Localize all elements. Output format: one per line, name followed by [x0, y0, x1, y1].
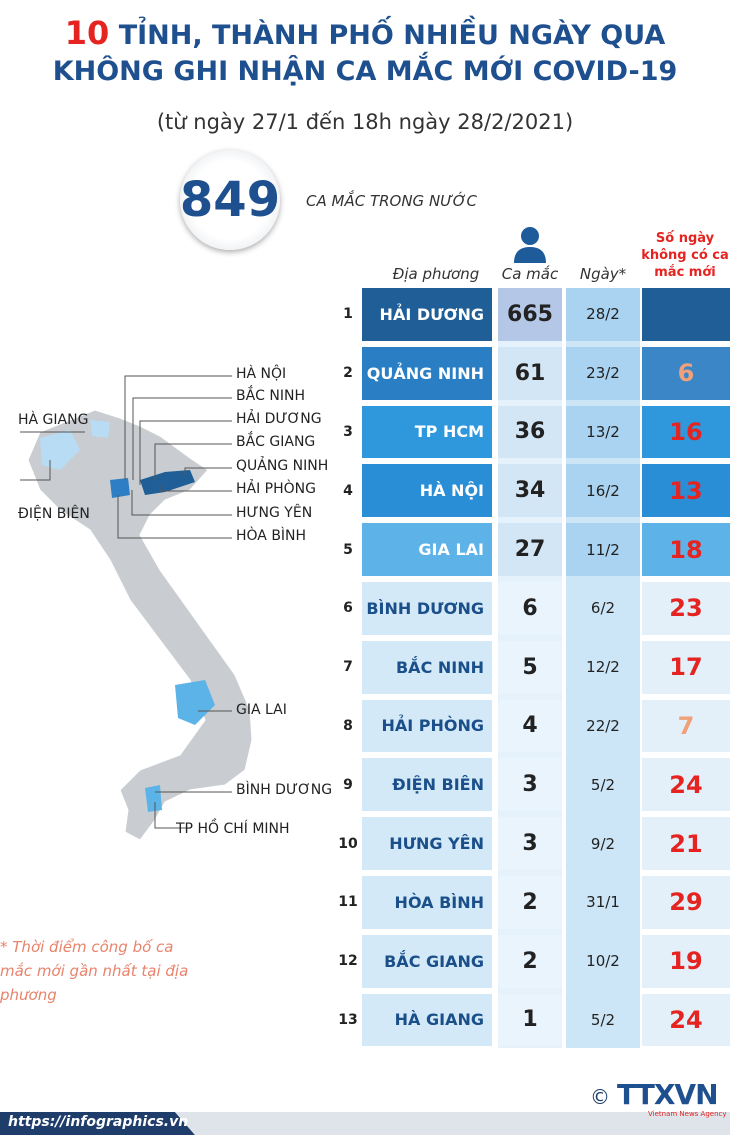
map-label: HẢI PHÒNG [236, 481, 316, 497]
subtitle: (từ ngày 27/1 đến 18h ngày 28/2/2021) [156, 110, 574, 134]
cases: 3 [498, 817, 562, 870]
province: ĐIỆN BIÊN [362, 758, 492, 812]
rank: 6 [343, 600, 353, 617]
province: GIA LAI [362, 523, 492, 576]
map-label: TP HỒ CHÍ MINH [176, 821, 290, 837]
days: 13 [642, 464, 730, 518]
summary-label: CA MẮC TRONG NƯỚC [306, 192, 477, 210]
summary-count: 849 [180, 150, 280, 250]
rank: 8 [343, 717, 353, 734]
rank: 1 [343, 306, 353, 323]
date: 6/2 [566, 582, 640, 635]
cases: 4 [498, 699, 562, 753]
rank: 2 [343, 365, 353, 382]
days: 29 [642, 876, 730, 929]
days: 21 [642, 817, 730, 870]
column-header: Địa phương [392, 265, 480, 283]
days: 24 [642, 758, 730, 812]
footer-band [0, 1112, 730, 1135]
rank: 9 [343, 776, 353, 793]
province: HƯNG YÊN [362, 817, 492, 870]
province: HÀ GIANG [362, 993, 492, 1047]
province: QUẢNG NINH [362, 346, 492, 400]
rank: 4 [343, 482, 353, 499]
date: 23/2 [566, 346, 640, 400]
title-number: 10 [64, 14, 110, 52]
column-header: Số ngày không có ca mắc mới [641, 231, 729, 280]
days: 24 [642, 993, 730, 1047]
footer-url: https://infographics.vn [8, 1114, 189, 1130]
rank: 12 [338, 953, 358, 970]
rank: 13 [338, 1011, 358, 1028]
cases: 665 [498, 288, 562, 341]
rank: 7 [343, 659, 353, 676]
title-text: TỈNH, THÀNH PHỐ NHIỀU NGÀY QUA [118, 20, 666, 51]
date: 9/2 [566, 817, 640, 870]
province: HẢI DƯƠNG [362, 288, 492, 341]
cases: 5 [498, 640, 562, 694]
days: 7 [642, 699, 730, 753]
agency: Vietnam News Agency [648, 1110, 727, 1118]
copyright: © [590, 1085, 610, 1109]
date: 31/1 [566, 876, 640, 929]
cases: 1 [498, 993, 562, 1047]
cases: 34 [498, 464, 562, 518]
days: 23 [642, 582, 730, 635]
date: 5/2 [566, 993, 640, 1047]
cases: 61 [498, 346, 562, 400]
map-label: HÀ GIANG [18, 412, 89, 428]
cases: 6 [498, 582, 562, 635]
person-icon [514, 227, 546, 263]
days: 6 [642, 346, 730, 400]
province: BẮC NINH [362, 640, 492, 694]
cases: 3 [498, 758, 562, 812]
column-header: Ngày* [579, 265, 627, 283]
province: BÌNH DƯƠNG [362, 582, 492, 635]
map-label: ĐIỆN BIÊN [18, 506, 90, 522]
map-label: GIA LAI [236, 702, 287, 718]
date: 28/2 [566, 288, 640, 341]
map-label: HÒA BÌNH [236, 528, 307, 544]
cases: 2 [498, 934, 562, 988]
map-label: HÀ NỘI [236, 366, 287, 382]
map-label: QUẢNG NINH [236, 458, 329, 474]
map-label: BẮC GIANG [236, 434, 316, 450]
province: HẢI PHÒNG [362, 699, 492, 753]
map [20, 375, 253, 841]
cases: 36 [498, 405, 562, 459]
rank: 10 [338, 835, 358, 852]
date: 13/2 [566, 405, 640, 459]
date: 11/2 [566, 523, 640, 576]
cases: 27 [498, 523, 562, 576]
footnote: * Thời điểm công bố ca mắc mới gần nhất … [0, 938, 189, 1004]
title-line2: KHÔNG GHI NHẬN CA MẮC MỚI COVID-19 [52, 56, 678, 87]
map-label: BẮC NINH [236, 388, 306, 404]
days: 19 [642, 934, 730, 988]
map-label: HƯNG YÊN [236, 505, 313, 521]
days: 17 [642, 640, 730, 694]
province: HÀ NỘI [362, 464, 492, 518]
province: HÒA BÌNH [362, 876, 492, 929]
map-label: HẢI DƯƠNG [236, 411, 322, 427]
days: 18 [642, 523, 730, 576]
title-line1: 10 TỈNH, THÀNH PHỐ NHIỀU NGÀY QUA [0, 14, 730, 52]
province: TP HCM [362, 405, 492, 459]
date: 10/2 [566, 934, 640, 988]
province: BẮC GIANG [362, 934, 492, 988]
column-header: Ca mắc [501, 265, 559, 283]
rank: 3 [343, 423, 353, 440]
date: 16/2 [566, 464, 640, 518]
cases: 2 [498, 876, 562, 929]
rank: 11 [338, 894, 358, 911]
date: 12/2 [566, 640, 640, 694]
days [642, 288, 730, 341]
rank: 5 [343, 541, 353, 558]
days: 16 [642, 405, 730, 459]
logo: TTXVN [617, 1078, 719, 1111]
date: 5/2 [566, 758, 640, 812]
map-label: BÌNH DƯƠNG [236, 782, 333, 798]
date: 22/2 [566, 699, 640, 753]
